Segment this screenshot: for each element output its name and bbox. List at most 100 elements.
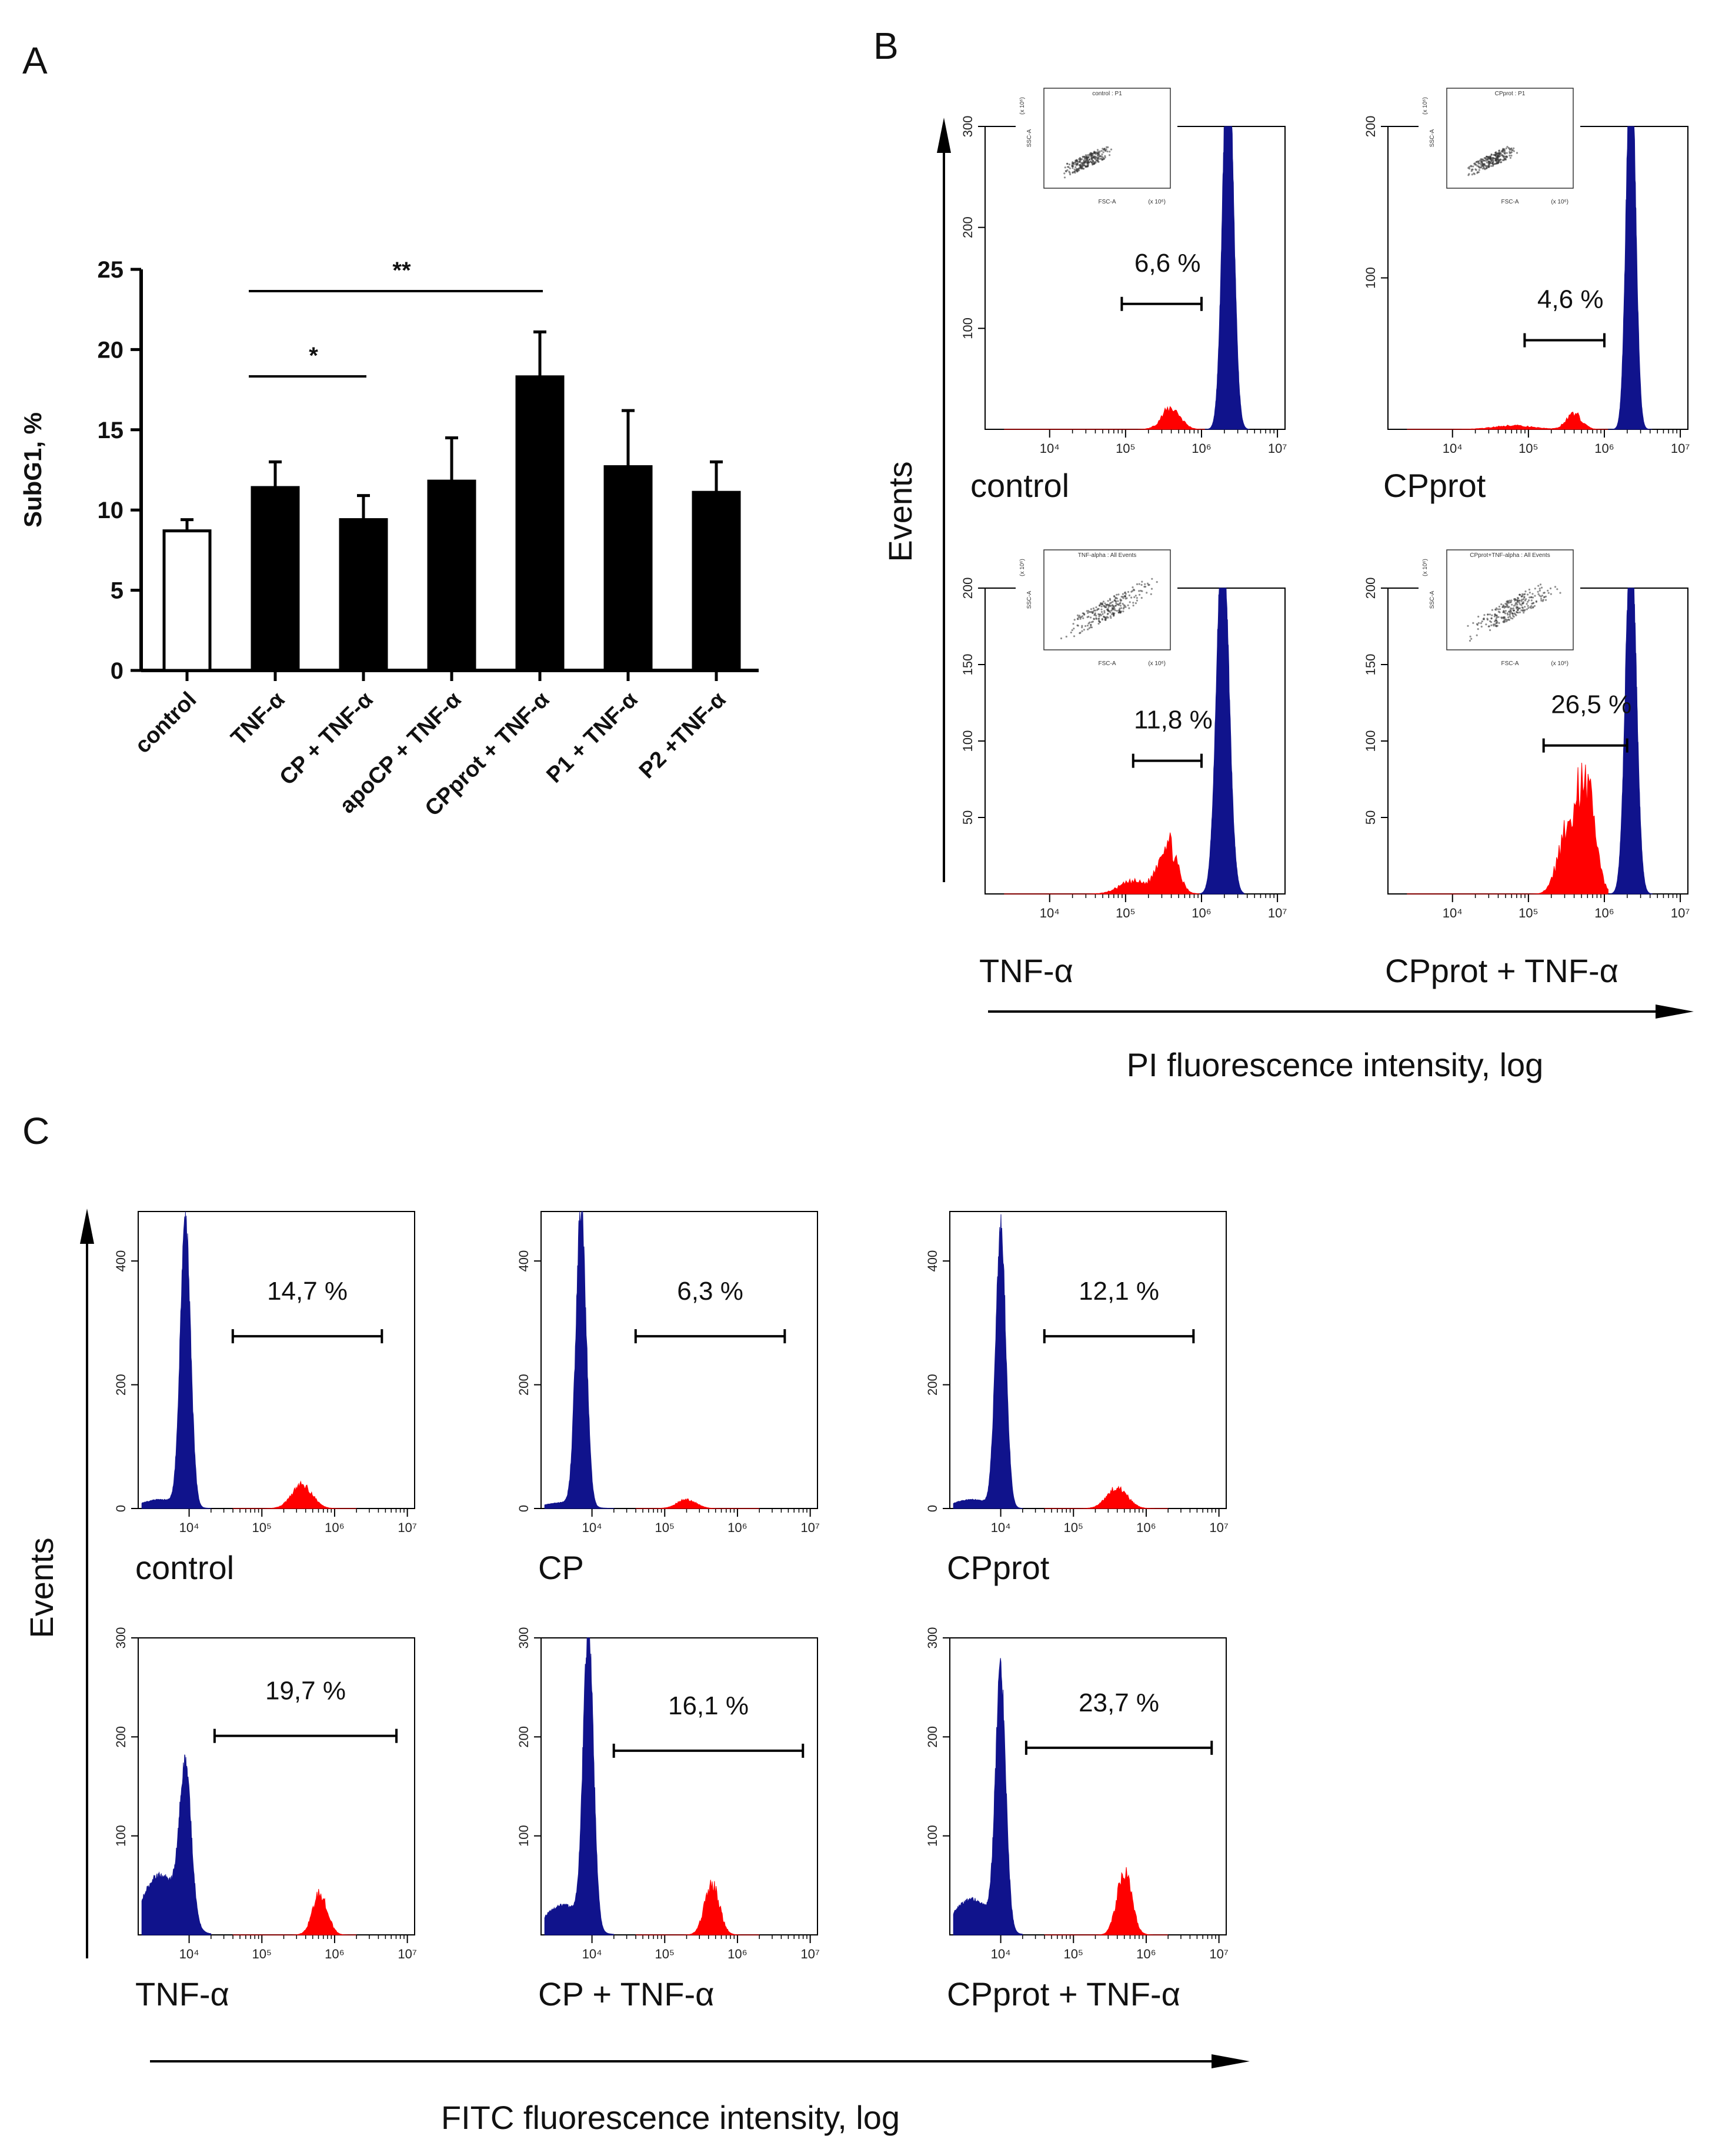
inset-point <box>1515 614 1517 616</box>
y-tick-label: 300 <box>516 1627 531 1649</box>
inset-x-unit: (x 10⁶) <box>1551 199 1569 205</box>
inset-point <box>1539 583 1542 586</box>
inset-point <box>1136 597 1138 599</box>
inset-point <box>1482 618 1484 620</box>
panel-b-histograms: 10⁴ 10⁵ 10⁶ 10⁷ 100 200 300 6,6 % control : P1 FS… <box>882 84 1694 1083</box>
inset-point <box>1514 603 1517 606</box>
inset-point <box>1106 150 1109 153</box>
inset-point <box>1093 618 1095 620</box>
inset-point <box>1086 164 1089 166</box>
inset-point <box>1098 615 1100 618</box>
inset-point <box>1550 593 1552 595</box>
sample-label: CPprot <box>1383 467 1486 504</box>
y-axis-label: SubG1, % <box>19 412 46 528</box>
y-tick-label: 200 <box>114 1726 128 1748</box>
inset-point <box>1484 165 1487 167</box>
inset-point <box>1074 166 1077 168</box>
inset-point <box>1101 153 1103 155</box>
inset-point <box>1082 617 1084 619</box>
inset-point <box>1073 162 1075 164</box>
inset-point <box>1510 148 1512 150</box>
inset-point <box>1132 602 1134 604</box>
sample-label: CP <box>538 1549 584 1586</box>
inset-point <box>1510 155 1513 157</box>
inset-point <box>1127 590 1130 593</box>
inset-point <box>1469 639 1471 642</box>
inset-point <box>1501 154 1503 156</box>
category-label: P2 +TNF-α <box>635 687 730 783</box>
inset-point <box>1476 634 1478 636</box>
inset-point <box>1544 595 1547 598</box>
inset-point <box>1505 147 1507 149</box>
inset-point <box>1083 613 1086 615</box>
inset-point <box>1122 603 1124 605</box>
inset-point <box>1513 609 1515 612</box>
inset-point <box>1530 599 1533 602</box>
inset-point <box>1496 614 1498 616</box>
x-tick-label: 10⁴ <box>991 1520 1011 1535</box>
inset-point <box>1080 167 1083 169</box>
inset-point <box>1491 614 1493 616</box>
inset-point <box>1091 155 1093 157</box>
inset-point <box>1083 161 1086 163</box>
inset-point <box>1483 157 1486 159</box>
inset-point <box>1544 599 1547 601</box>
inset-point <box>1141 580 1143 583</box>
inset-point <box>1506 152 1508 154</box>
inset-point <box>1523 612 1525 614</box>
inset-point <box>1126 597 1128 599</box>
inset-point <box>1074 162 1077 164</box>
positive-peak <box>232 1888 357 1935</box>
gate-percent: 19,7 % <box>265 1677 346 1706</box>
inset-point <box>1089 626 1092 628</box>
inset-point <box>1494 613 1496 616</box>
x-tick-label: 10⁴ <box>1040 906 1060 920</box>
negative-peak <box>953 1658 1023 1935</box>
inset-point <box>1497 161 1500 164</box>
inset-y-label: SSC-A <box>1026 129 1033 147</box>
gate-percent: 11,8 % <box>1134 706 1213 735</box>
inset-point <box>1064 166 1066 169</box>
bar <box>515 375 565 672</box>
inset-point <box>1151 578 1153 580</box>
y-tick-label: 100 <box>960 318 975 339</box>
x-tick-label: 10⁴ <box>179 1947 199 1961</box>
inset-point <box>1103 612 1106 614</box>
y-tick-label: 400 <box>925 1250 940 1272</box>
inset-point <box>1502 151 1504 153</box>
inset-point <box>1528 588 1530 591</box>
inset-point <box>1097 161 1100 163</box>
inset-point <box>1097 622 1100 625</box>
negative-peak <box>141 1754 212 1935</box>
inset-point <box>1081 165 1084 168</box>
inset-point <box>1521 595 1523 598</box>
inset-x-label: FSC-A <box>1099 199 1116 205</box>
inset-point <box>1067 166 1069 168</box>
inset-point <box>1073 163 1075 166</box>
bar <box>427 479 476 672</box>
inset-point <box>1107 604 1109 606</box>
y-tick-label: 200 <box>114 1374 128 1396</box>
inset-point <box>1487 161 1490 163</box>
inset-point <box>1140 583 1143 586</box>
inset-point <box>1140 597 1143 599</box>
inset-x-label: FSC-A <box>1099 660 1116 667</box>
inset-point <box>1086 610 1088 612</box>
inset-point <box>1534 588 1536 590</box>
inset-point <box>1080 162 1083 164</box>
inset-point <box>1089 158 1091 161</box>
inset-point <box>1506 602 1509 605</box>
y-axis-arrowhead <box>80 1209 94 1244</box>
inset-point <box>1094 161 1097 164</box>
inset-point <box>1540 598 1543 600</box>
inset-point <box>1509 613 1511 616</box>
inset-point <box>1547 589 1549 592</box>
inset-point <box>1495 607 1498 609</box>
inset-point <box>1475 163 1477 166</box>
inset-point <box>1540 595 1542 598</box>
inset-point <box>1509 152 1511 154</box>
inset-point <box>1477 628 1479 630</box>
inset-point <box>1079 167 1081 169</box>
g1-peak <box>1608 126 1653 430</box>
inset-point <box>1525 598 1527 600</box>
